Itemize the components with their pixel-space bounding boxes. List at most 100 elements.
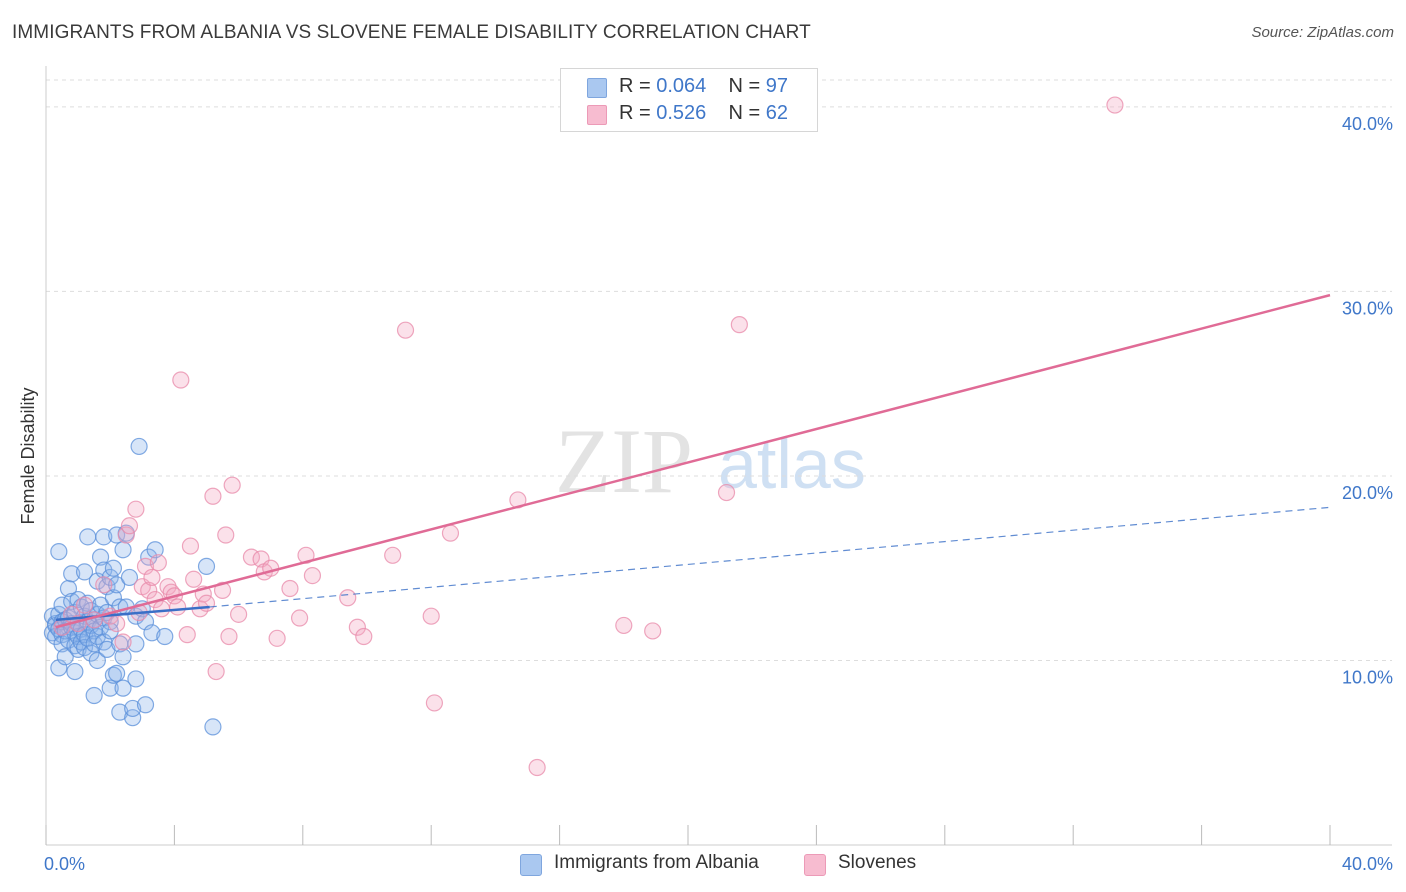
albania-point (130, 437, 148, 456)
slovenes-point (185, 570, 203, 588)
albania-point (108, 664, 126, 682)
y-tick-label: 10.0% (1342, 667, 1393, 687)
slovenes-point (615, 616, 633, 635)
albania-point (98, 640, 116, 659)
slovenes-point (152, 600, 171, 618)
slovenes-point (425, 694, 444, 712)
legend-swatch-albania (587, 78, 607, 98)
slovenes-point (120, 517, 139, 535)
slovenes-point (230, 605, 248, 623)
albania-trend-solid (55, 605, 210, 622)
albania-point (75, 563, 94, 581)
slovenes-point (114, 633, 132, 651)
y-tick-label: 30.0% (1342, 298, 1393, 318)
x-tick-label: 40.0% (1342, 854, 1393, 874)
slovenes-point (204, 487, 222, 505)
slovenes-point (339, 589, 357, 607)
albania-point (56, 648, 74, 666)
slovenes-point (384, 546, 402, 564)
legend-n-value-slovenes: 62 (765, 102, 789, 124)
slovenes-point (95, 576, 113, 594)
albania-point (114, 541, 132, 559)
albania-point (95, 528, 113, 546)
slovenes-point (730, 316, 748, 334)
albania-point (146, 541, 164, 559)
albania-point (204, 718, 222, 736)
slovenes-point (75, 596, 94, 614)
legend-r-value-slovenes: 0.526 (656, 102, 707, 124)
slovenes-point (303, 566, 322, 585)
y-axis-label: Female Disability (18, 387, 38, 524)
albania-point (63, 565, 81, 583)
albania-point (197, 557, 216, 575)
legend-n-value-albania: 97 (765, 75, 789, 97)
slovenes-point (281, 579, 299, 598)
slovenes-point (217, 526, 235, 544)
slovenes-point (159, 578, 177, 596)
albania-point (104, 589, 123, 607)
legend-n-label: N = (728, 102, 761, 124)
y-tick-label: 20.0% (1342, 483, 1393, 503)
legend-r-label: R = (619, 75, 651, 97)
albania-point (127, 670, 145, 688)
albania-point (111, 703, 129, 721)
albania-point (156, 627, 174, 646)
slovenes-point (396, 321, 415, 339)
slovenes-point (143, 568, 161, 587)
watermark-zip: ZIP (555, 410, 693, 512)
slovenes-point (108, 614, 126, 633)
slovenes-point (140, 581, 158, 599)
albania-point (50, 543, 68, 561)
legend-r-label: R = (619, 102, 651, 124)
slovenes-point (268, 629, 286, 647)
stats-legend: R = 0.064 N = 97 R = 0.526 N = 62 (560, 68, 818, 132)
slovenes-point (213, 581, 232, 599)
slovenes-point (717, 483, 736, 502)
slovenes-point (223, 476, 241, 494)
slovenes-point (117, 526, 135, 544)
legend-swatch-slovenes (587, 105, 607, 125)
source-credit: Source: ZipAtlas.com (1251, 24, 1394, 41)
slovenes-point (178, 626, 196, 644)
slovenes-point (297, 546, 315, 564)
albania-point (120, 568, 139, 587)
albania-point (101, 679, 119, 697)
albania-point (66, 662, 84, 681)
slovenes-point (644, 622, 662, 640)
slovenes-point (181, 537, 200, 555)
albania-point (127, 635, 145, 653)
legend-n-label: N = (728, 75, 761, 97)
chart-title: IMMIGRANTS FROM ALBANIA VS SLOVENE FEMAL… (12, 22, 811, 43)
albania-point (104, 559, 123, 577)
slovenes-point (220, 627, 238, 646)
slovenes-point (127, 500, 145, 518)
watermark-atlas: atlas (718, 425, 866, 503)
albania-point (143, 624, 161, 642)
albania-point (136, 696, 155, 714)
slovenes-point (348, 618, 366, 636)
albania-point (85, 686, 103, 705)
slovenes-point (149, 554, 167, 572)
series-label-albania: Immigrants from Albania (554, 852, 759, 873)
legend-r-value-albania: 0.064 (656, 75, 707, 97)
slovenes-point (422, 607, 440, 625)
albania-point (124, 699, 142, 718)
slovenes-point (207, 662, 225, 681)
albania-point (114, 679, 132, 697)
albania-point (124, 709, 142, 727)
series-swatch-albania (520, 854, 542, 876)
albania-point (88, 651, 106, 670)
slovenes-point (1106, 96, 1124, 114)
x-tick-label: 0.0% (44, 854, 85, 874)
series-label-slovenes: Slovenes (838, 852, 917, 873)
albania-trend-dashed (209, 506, 1331, 608)
slovenes-point (441, 524, 460, 542)
albania-point (79, 528, 97, 546)
slovenes-point (355, 627, 373, 646)
albania-point (114, 648, 132, 666)
slovenes-point (290, 609, 309, 627)
slovenes-point (169, 598, 187, 616)
slovenes-point (528, 758, 546, 777)
slovenes-point (172, 371, 190, 389)
